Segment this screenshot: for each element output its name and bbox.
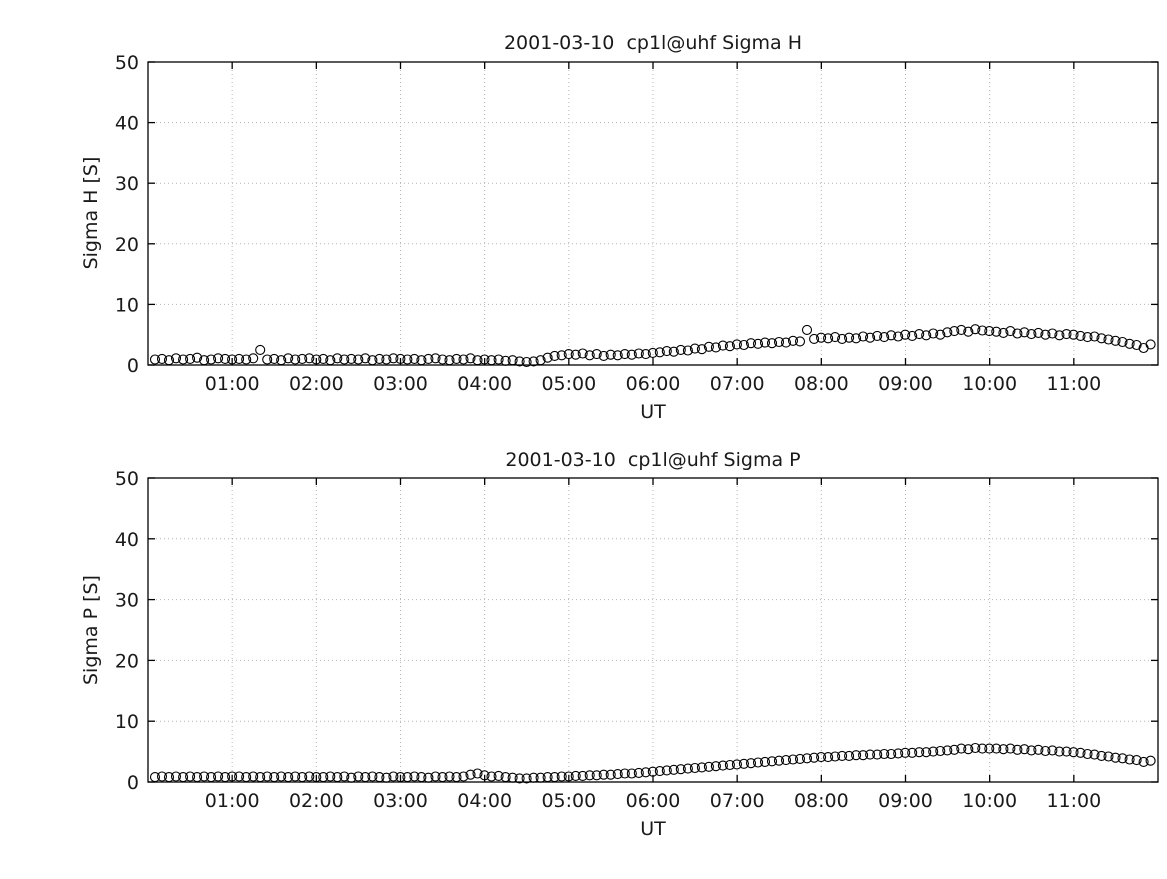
- x-tick-label: 11:00: [1046, 373, 1101, 395]
- x-tick-label: 05:00: [541, 373, 596, 395]
- x-tick-label: 07:00: [710, 790, 765, 812]
- x-tick-label: 11:00: [1046, 790, 1101, 812]
- chart-sigma-p: 2001-03-10 cp1l@uhf Sigma P Sigma P [S] …: [80, 449, 1159, 840]
- x-tick-label: 02:00: [289, 373, 344, 395]
- x-tick-label: 05:00: [541, 790, 596, 812]
- y-tick-label: 40: [115, 529, 139, 551]
- scatter-points: [149, 324, 1156, 368]
- plot-area: 01:00 02:00 03:00 04:00 05:00 06:00 07:00 08:00…: [115, 468, 1159, 812]
- x-tick-label: 03:00: [373, 373, 428, 395]
- x-tick-label: 08:00: [794, 790, 849, 812]
- x-tick-label: 03:00: [373, 790, 428, 812]
- x-tick-label: 09:00: [878, 790, 933, 812]
- x-tick-label: 09:00: [878, 373, 933, 395]
- y-tick-label: 50: [115, 52, 139, 74]
- x-tick-label: 06:00: [626, 373, 681, 395]
- y-tick-label: 40: [115, 113, 139, 135]
- plot-area: 01:00 02:00 03:00 04:00 05:00 06:00 07:00 08:00…: [115, 52, 1159, 395]
- x-tick-label: 10:00: [962, 790, 1017, 812]
- x-tick-label: 10:00: [962, 373, 1017, 395]
- y-tick-label: 0: [127, 772, 139, 794]
- x-tick-label: 04:00: [457, 373, 512, 395]
- chart-title: 2001-03-10 cp1l@uhf Sigma H: [504, 32, 802, 54]
- y-tick-label: 50: [115, 468, 139, 490]
- x-tick-label: 08:00: [794, 373, 849, 395]
- chart-title: 2001-03-10 cp1l@uhf Sigma P: [505, 449, 800, 471]
- x-axis-label: UT: [640, 818, 666, 840]
- y-tick-label: 30: [115, 590, 139, 612]
- chart-sigma-h: 2001-03-10 cp1l@uhf Sigma H Sigma H [S] …: [80, 32, 1159, 423]
- y-tick-label: 10: [115, 711, 139, 733]
- x-tick-label: 01:00: [205, 373, 260, 395]
- y-tick-label: 20: [115, 650, 139, 672]
- scatter-points: [149, 742, 1156, 784]
- y-tick-label: 20: [115, 234, 139, 256]
- x-tick-label: 04:00: [457, 790, 512, 812]
- y-tick-label: 10: [115, 294, 139, 316]
- x-tick-label: 02:00: [289, 790, 344, 812]
- x-tick-label: 07:00: [710, 373, 765, 395]
- x-axis-label: UT: [640, 401, 666, 423]
- y-tick-label: 0: [127, 355, 139, 377]
- y-axis-label: Sigma H [S]: [80, 157, 102, 270]
- y-tick-label: 30: [115, 173, 139, 195]
- x-tick-label: 06:00: [626, 790, 681, 812]
- x-tick-label: 01:00: [205, 790, 260, 812]
- y-axis-label: Sigma P [S]: [80, 575, 102, 685]
